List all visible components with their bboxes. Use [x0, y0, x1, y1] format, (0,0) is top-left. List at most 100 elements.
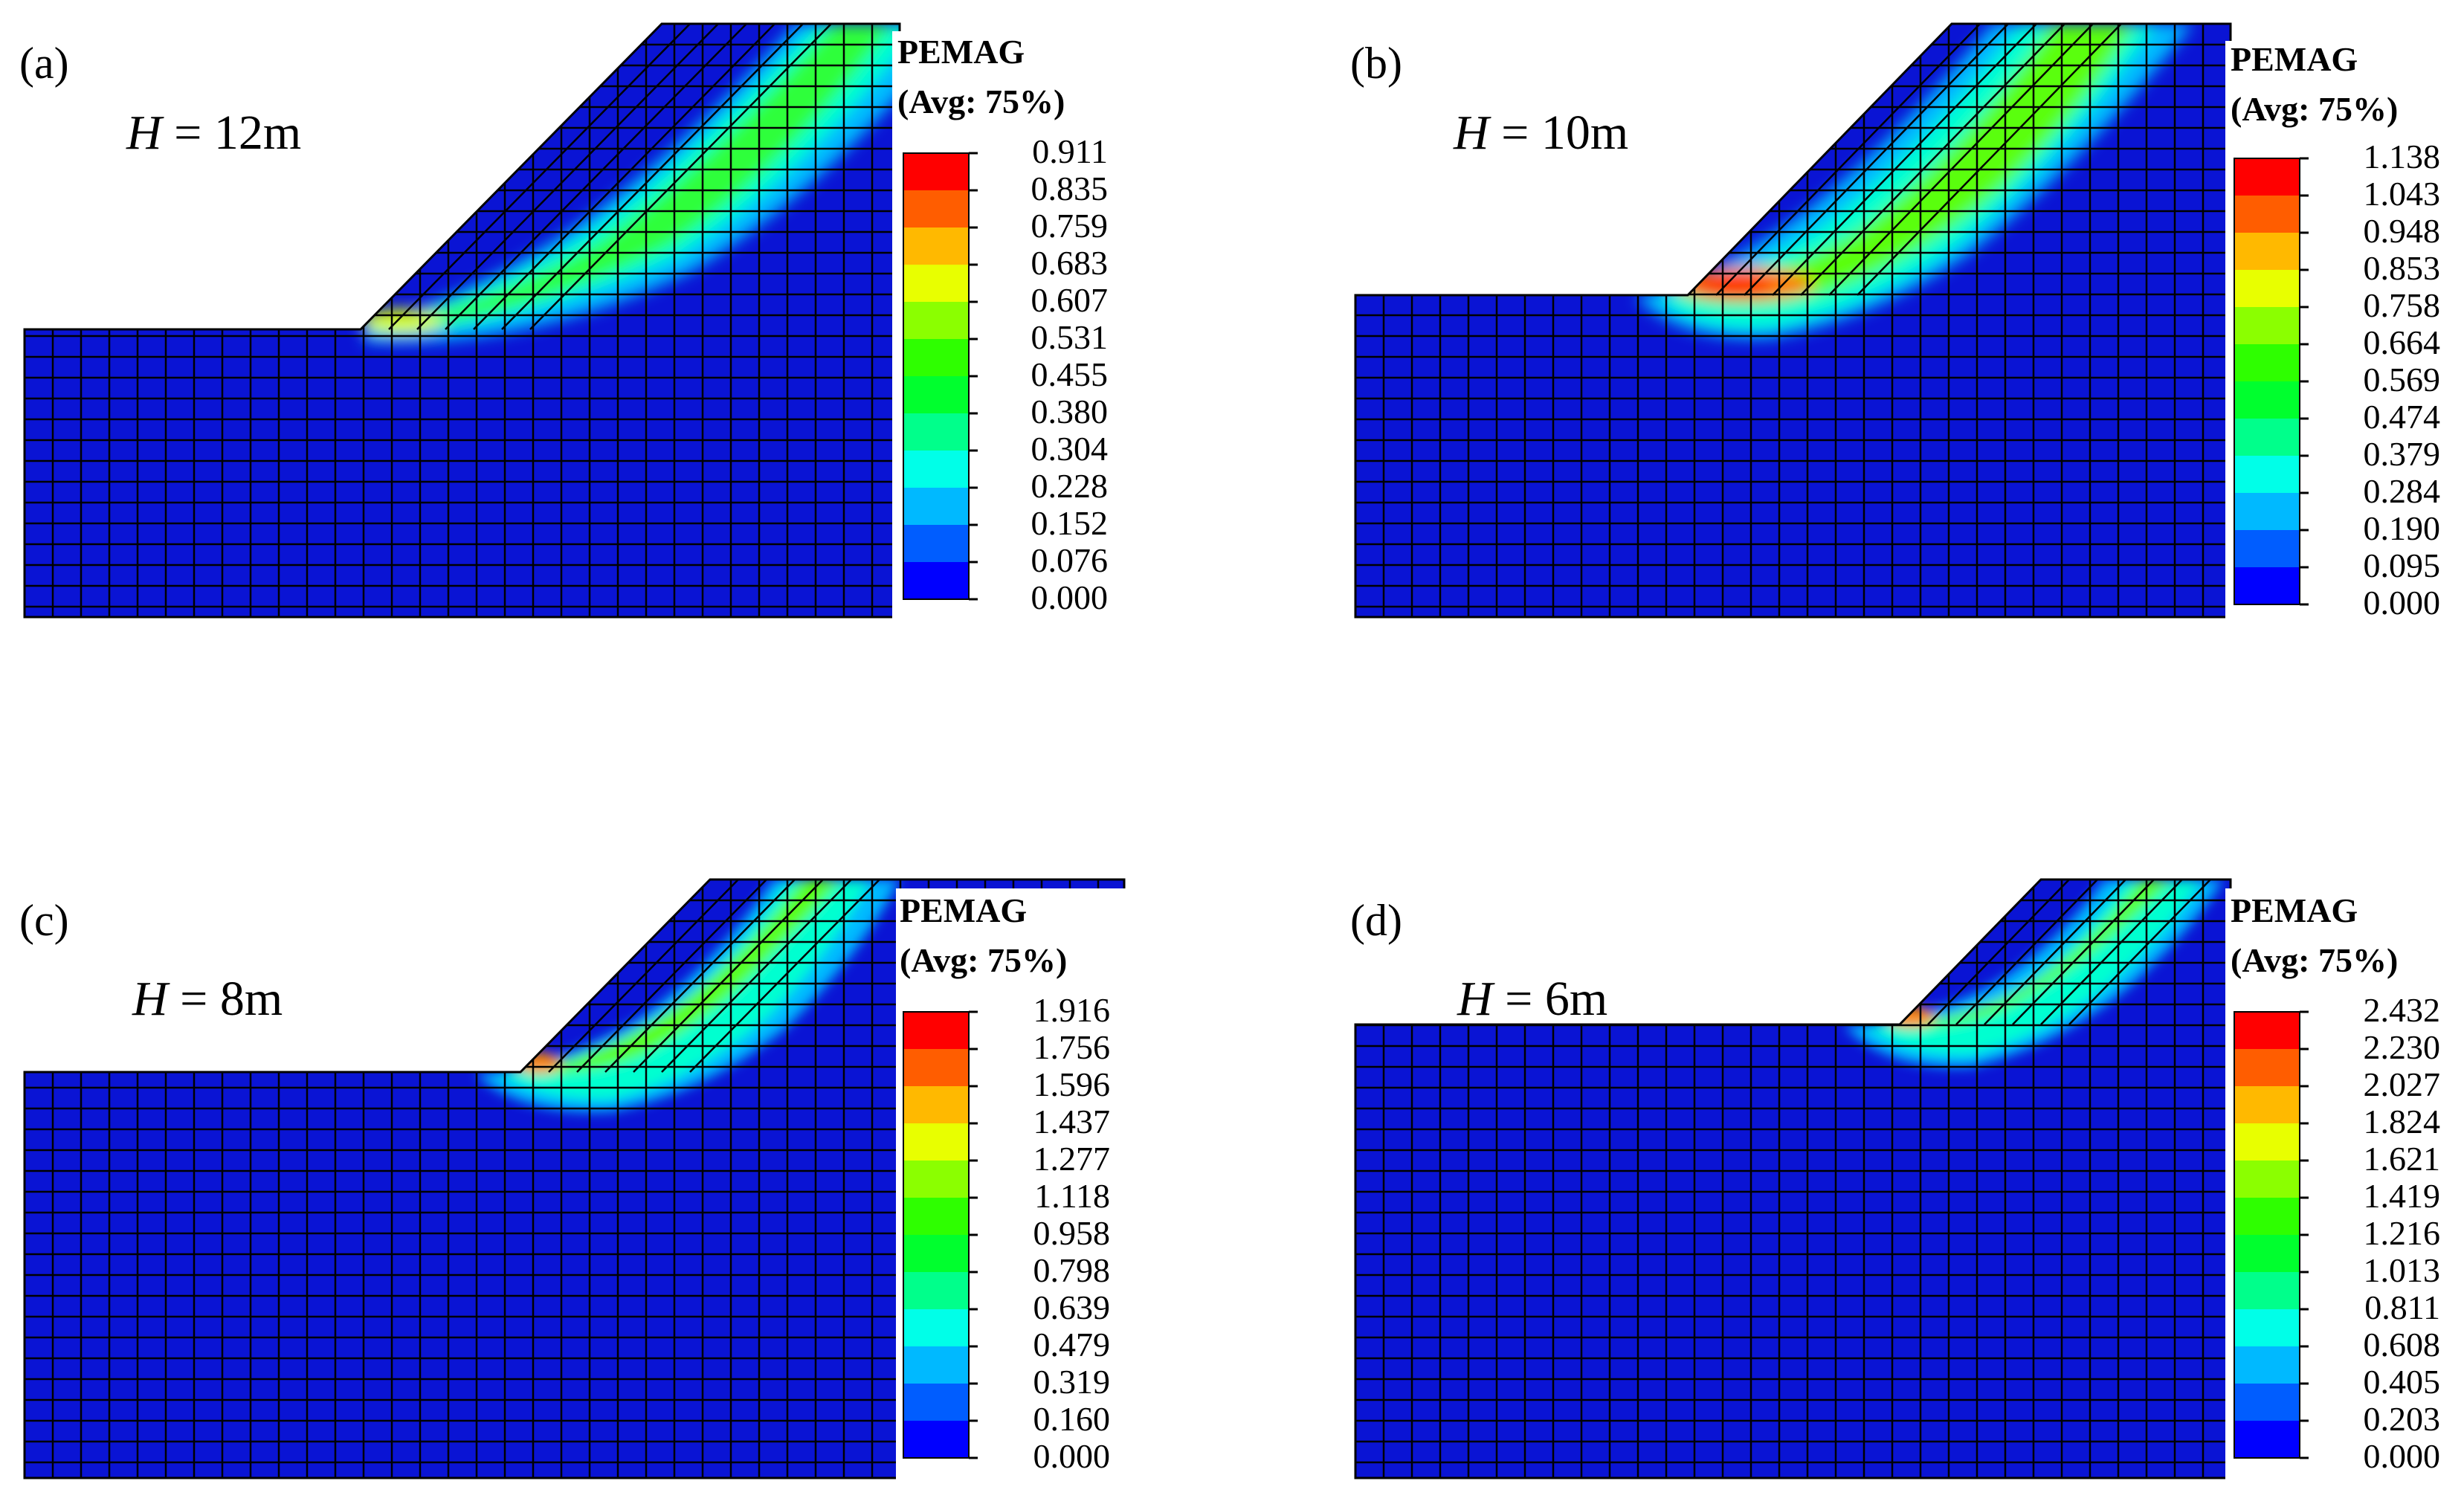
panel-c-legend-value: 1.437 [1033, 1103, 1111, 1140]
panel-d-colorbar-ticks [2234, 1010, 2309, 1459]
mesh-line-slope [1772, 24, 2037, 296]
mesh-line-slope [1927, 880, 2070, 1025]
panel-d-legend-value: 0.203 [2364, 1400, 2441, 1438]
legend-swatch [903, 562, 969, 600]
mesh-line-slope [548, 880, 739, 1073]
panel-d-legend-value: 1.621 [2364, 1140, 2441, 1178]
legend-swatch [2234, 1049, 2300, 1087]
panel-a-legend-value: 0.455 [1031, 355, 1109, 393]
legend-swatch [2234, 419, 2300, 456]
panel-d-legend-value: 2.230 [2364, 1028, 2441, 1066]
panel-c-legend-value: 0.160 [1033, 1400, 1111, 1438]
panel-d-legend-value: 0.811 [2364, 1288, 2440, 1326]
panel-c-label: (c) [19, 896, 69, 945]
panel-c-legend-value: 1.118 [1034, 1177, 1110, 1215]
panel-d-legend-title: PEMAG [2231, 891, 2358, 929]
legend-swatch [903, 1384, 969, 1421]
panel-d-height-label: H = 6m [1457, 972, 1607, 1026]
panel-c-legend-value: 0.958 [1033, 1214, 1111, 1252]
panel-c-legend: PEMAG (Avg: 75%) 1.916 1.756 1.596 1.437… [896, 888, 1126, 1483]
panel-a-outline [23, 22, 901, 619]
panel-a-legend: PEMAG (Avg: 75%) 0.911 0.835 0.759 0.683… [892, 31, 1123, 619]
panel-c-legend-value: 0.000 [1033, 1437, 1111, 1475]
legend-swatch [2234, 530, 2300, 568]
legend-swatch [2234, 233, 2300, 271]
legend-swatch [903, 190, 969, 228]
legend-swatch [903, 1049, 969, 1087]
panel-c-legend-subtitle: (Avg: 75%) [900, 941, 1067, 979]
legend-swatch [2234, 567, 2300, 605]
legend-colorbar-border [2234, 158, 2300, 605]
panel-d-colorbar [2234, 1012, 2300, 1459]
panel-c-legend-value: 0.319 [1033, 1363, 1111, 1401]
legend-swatch [903, 1235, 969, 1273]
panel-d-legend-value: 0.405 [2364, 1363, 2441, 1401]
mesh-line-slope [529, 24, 832, 330]
mesh-line-slope [1715, 24, 1981, 296]
panel-a-zone-high [387, 24, 892, 332]
panel-b-height-symbol: H [1453, 106, 1491, 160]
mesh-line-slope [501, 24, 804, 330]
legend-swatch [903, 1198, 969, 1236]
panel-b-legend-value: 0.095 [2364, 546, 2441, 584]
panel-c-height-symbol: H [132, 972, 170, 1026]
mesh-line-slope [604, 880, 796, 1073]
legend-swatch [903, 1161, 969, 1198]
panel-d-outline [1354, 878, 2232, 1479]
panel-d-legend: PEMAG (Avg: 75%) 2.432 2.230 2.027 1.824… [2225, 888, 2464, 1483]
panel-b-grid [1355, 24, 2231, 617]
panel-a-legend-value: 0.911 [1032, 132, 1108, 170]
mesh-line-slope [2012, 880, 2155, 1025]
panel-d-legend-value: 0.608 [2364, 1326, 2441, 1363]
panel-c-legend-value: 1.756 [1033, 1028, 1111, 1066]
legend-swatch [903, 376, 969, 414]
panel-a-legend-value: 0.076 [1031, 541, 1109, 579]
legend-colorbar-border [903, 1011, 970, 1459]
panel-c-outline [23, 878, 1126, 1479]
panel-b: (b) H = 10m PEMAG (Avg: 75%) 1.1 [1350, 22, 2464, 628]
legend-swatch [2234, 158, 2300, 196]
panel-b-height-label: H = 10m [1453, 106, 1628, 160]
panel-c-domain [25, 880, 1124, 1478]
panel-b-legend-value: 0.000 [2364, 584, 2441, 622]
panel-c-legend-value: 1.916 [1033, 991, 1111, 1029]
mesh-line-slope [2068, 880, 2211, 1025]
panel-b-outline [1354, 22, 2232, 619]
panel-b-mesh [1354, 22, 2232, 619]
panel-c-height-label: H = 8m [132, 972, 283, 1026]
legend-swatch [2234, 196, 2300, 233]
panel-a-legend-value: 0.531 [1031, 318, 1109, 356]
panel-c-legend-value: 1.277 [1033, 1140, 1111, 1178]
legend-swatch [2234, 1198, 2300, 1236]
panel-c-legend-value: 0.798 [1033, 1251, 1111, 1289]
panel-d-legend-value: 1.419 [2364, 1177, 2441, 1215]
panel-b-legend-value: 1.043 [2364, 175, 2441, 213]
panel-a-legend-subtitle: (Avg: 75%) [897, 83, 1065, 120]
mesh-line-slope [633, 880, 824, 1073]
legend-swatch [903, 227, 969, 265]
mesh-line-slope [445, 24, 747, 330]
legend-swatch [2234, 456, 2300, 494]
panel-c-legend-value: 0.479 [1033, 1326, 1111, 1363]
mesh-line-slope [689, 880, 880, 1073]
mesh-line-slope [1800, 24, 2065, 296]
panel-a-legend-value: 0.835 [1031, 170, 1109, 207]
legend-swatch [903, 525, 969, 563]
legend-swatch [2234, 270, 2300, 308]
panel-a-legend-value: 0.683 [1031, 244, 1109, 282]
panel-b-legend-value: 0.569 [2364, 361, 2441, 398]
panel-a-label: (a) [19, 39, 69, 88]
panel-c-legend-title: PEMAG [900, 891, 1027, 929]
mesh-line-slope [661, 880, 852, 1073]
panel-b-legend: PEMAG (Avg: 75%) 1.138 1.043 0.948 0.853… [2225, 40, 2464, 628]
mesh-line-slope [1955, 880, 2098, 1025]
panel-b-zone-high [1680, 24, 2134, 304]
legend-swatch [903, 1123, 969, 1161]
legend-swatch [2234, 1421, 2300, 1459]
panel-b-legend-value: 0.664 [2364, 323, 2441, 361]
legend-swatch [903, 339, 969, 377]
legend-swatch [903, 153, 969, 191]
legend-swatch [2234, 493, 2300, 531]
legend-swatch [903, 451, 969, 488]
legend-swatch [903, 1346, 969, 1384]
